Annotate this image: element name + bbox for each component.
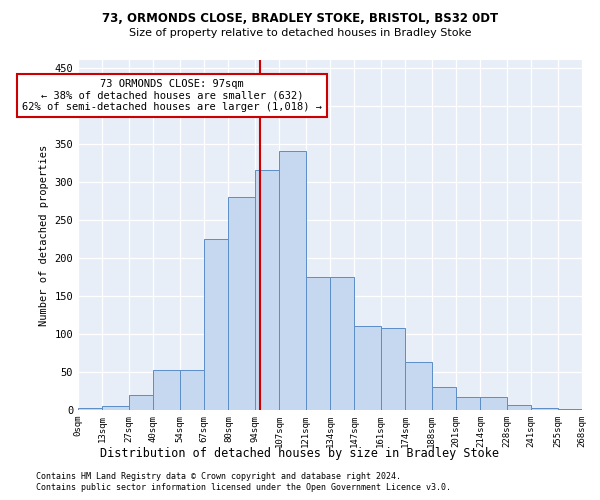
Bar (381, 328, 405, 410)
Bar (481, 397, 507, 410)
Bar (305, 277, 330, 410)
Bar (103, 406, 129, 410)
Bar (330, 277, 355, 410)
Text: Contains public sector information licensed under the Open Government Licence v3: Contains public sector information licen… (36, 484, 451, 492)
Text: Size of property relative to detached houses in Bradley Stoke: Size of property relative to detached ho… (129, 28, 471, 38)
Bar (355, 326, 381, 410)
Text: 73 ORMONDS CLOSE: 97sqm
← 38% of detached houses are smaller (632)
62% of semi-d: 73 ORMONDS CLOSE: 97sqm ← 38% of detache… (22, 79, 322, 112)
Bar (456, 397, 481, 410)
Bar (204, 239, 229, 410)
Text: Distribution of detached houses by size in Bradley Stoke: Distribution of detached houses by size … (101, 448, 499, 460)
Bar (405, 362, 431, 410)
Bar (557, 409, 582, 410)
Bar (153, 370, 179, 410)
Bar (229, 197, 255, 410)
Bar (179, 370, 204, 410)
Bar (507, 406, 531, 410)
Bar (279, 152, 305, 410)
Bar (431, 387, 456, 410)
Y-axis label: Number of detached properties: Number of detached properties (39, 144, 49, 326)
Bar (531, 408, 557, 410)
Bar (255, 170, 279, 410)
Bar (129, 395, 153, 410)
Bar (78, 408, 103, 410)
Text: 73, ORMONDS CLOSE, BRADLEY STOKE, BRISTOL, BS32 0DT: 73, ORMONDS CLOSE, BRADLEY STOKE, BRISTO… (102, 12, 498, 26)
Text: Contains HM Land Registry data © Crown copyright and database right 2024.: Contains HM Land Registry data © Crown c… (36, 472, 401, 481)
